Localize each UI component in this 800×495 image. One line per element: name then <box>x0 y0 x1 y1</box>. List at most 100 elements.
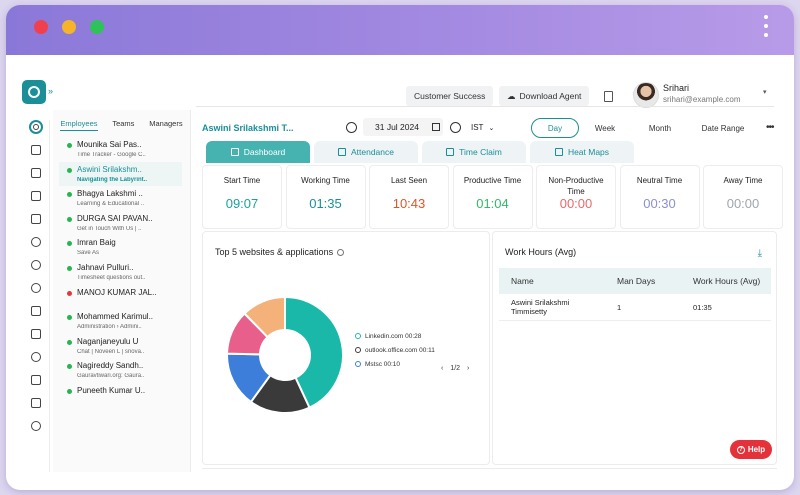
user-icon[interactable] <box>29 281 43 295</box>
status-dot <box>67 290 72 296</box>
lightbulb-icon[interactable] <box>29 235 43 249</box>
document-icon[interactable] <box>604 91 613 102</box>
range-selector: Day Week Month Date Range <box>531 118 757 138</box>
reports-icon[interactable] <box>29 143 43 157</box>
legend-item[interactable]: outlook.office.com 00:11 <box>355 343 435 357</box>
list-item[interactable]: DURGA SAI PAVAN.. Get in Touch With Us | … <box>53 211 190 236</box>
info-icon[interactable] <box>337 249 345 257</box>
employee-activity: Learning & Educational .. <box>77 201 145 208</box>
list-item[interactable]: Bhagya Lakshmi .. Learning & Educational … <box>53 186 190 211</box>
tab-heat-maps[interactable]: Heat Maps <box>530 141 634 163</box>
status-dot <box>67 339 72 345</box>
clock-icon[interactable] <box>29 350 43 364</box>
prev-page-button[interactable]: ‹ <box>441 365 444 372</box>
expand-sidebar-icon[interactable]: » <box>48 86 54 96</box>
stat-label: Productive Time <box>463 176 522 185</box>
calendar-icon[interactable] <box>29 327 43 341</box>
send-icon[interactable] <box>29 373 43 387</box>
tab-managers[interactable]: Managers <box>149 119 183 128</box>
employee-name: Imran Baig <box>77 238 116 248</box>
range-week-button[interactable]: Week <box>594 123 616 133</box>
table-row[interactable]: Aswini Srilakshmi Timmisetty 1 01:35 <box>499 294 771 321</box>
dashboard-icon[interactable] <box>28 120 43 134</box>
timezone-select[interactable]: IST ⌄ <box>471 123 494 132</box>
window-menu-icon[interactable] <box>764 15 768 42</box>
legend-dot <box>355 361 361 367</box>
next-page-button[interactable]: › <box>466 365 470 372</box>
list-item[interactable]: Puneeth Kumar U.. <box>53 383 190 408</box>
work-hours-table: Name Man Days Work Hours (Avg) Aswini Sr… <box>499 268 771 321</box>
chart-legend: Linkedin.com 00:28 outlook.office.com 00… <box>355 329 435 371</box>
briefcase-icon[interactable] <box>29 304 43 318</box>
tab-time-claim[interactable]: Time Claim <box>422 141 526 163</box>
employee-activity: Gauravtiwari.org: Gaura.. <box>77 373 145 380</box>
employee-list: Mounika Sai Pas.. Time Tracker - Google C… <box>53 137 190 408</box>
download-agent-button[interactable]: ☁ Download Agent <box>499 86 590 106</box>
avatar[interactable] <box>633 82 659 108</box>
tab-attendance[interactable]: Attendance <box>314 141 418 163</box>
help-button[interactable]: ? Help <box>730 440 772 459</box>
list-item[interactable]: MANOJ KUMAR JAL.. <box>53 285 190 310</box>
app-logo[interactable] <box>22 80 46 104</box>
stat-card: Working Time 01:35 <box>285 165 366 229</box>
chevron-down-icon[interactable]: ▾ <box>763 89 767 96</box>
legend-dot <box>355 347 361 353</box>
top-websites-title: Top 5 websites & applications <box>215 247 345 257</box>
monitor-icon[interactable] <box>29 189 43 203</box>
help-label: Help <box>747 445 766 454</box>
minimize-window-button[interactable] <box>62 20 76 34</box>
graduation-icon[interactable] <box>29 396 43 410</box>
range-date-range-button[interactable]: Date Range <box>701 123 745 133</box>
range-month-button[interactable]: Month <box>648 123 672 133</box>
main-content: Aswini Srilakshmi T... 31 Jul 2024 IST ⌄… <box>196 110 786 490</box>
status-dot <box>67 143 72 148</box>
employee-name: MANOJ KUMAR JAL.. <box>77 287 157 297</box>
pie-slice-4[interactable] <box>243 295 286 339</box>
tv-icon[interactable] <box>29 212 43 226</box>
employee-panel-tabs: Employees Teams Managers <box>53 110 190 131</box>
tab-dashboard[interactable]: Dashboard <box>206 141 310 163</box>
team-icon[interactable] <box>29 419 43 433</box>
close-window-button[interactable] <box>34 20 48 34</box>
legend-item[interactable]: Mstsc 00:10 <box>355 357 435 371</box>
list-item[interactable]: Mounika Sai Pas.. Time Tracker - Google C… <box>53 137 190 162</box>
customer-success-button[interactable]: Customer Success <box>406 86 494 106</box>
list-item[interactable]: Imran Baig Save As <box>53 235 190 260</box>
alarm-icon[interactable] <box>29 258 43 272</box>
table-header-row: Name Man Days Work Hours (Avg) <box>499 268 771 294</box>
list-item[interactable]: Jahnavi Pulluri.. Timesheet questions out… <box>53 260 190 285</box>
download-icon[interactable]: ⤓ <box>757 248 762 259</box>
stat-value: 09:07 <box>225 196 259 211</box>
tab-employees[interactable]: Employees <box>60 119 98 131</box>
pie-slice-0[interactable] <box>284 295 344 409</box>
stat-value: 10:43 <box>392 196 426 211</box>
status-dot <box>67 192 72 198</box>
list-item[interactable]: Mohammed Karimul.. Administration › Admin… <box>53 309 190 334</box>
list-item[interactable]: Nagireddy Sandh.. Gauravtiwari.org: Gaura… <box>53 358 190 383</box>
selected-employee-name: Aswini Srilakshmi T... <box>202 123 294 133</box>
employee-activity: Time Tracker - Google C.. <box>77 152 146 158</box>
calendar-icon[interactable] <box>432 123 440 131</box>
employee-name: Puneeth Kumar U.. <box>77 385 146 395</box>
employee-name: Aswini Srilakshm.. <box>77 164 142 174</box>
calendar-check-icon <box>446 148 455 156</box>
tab-teams[interactable]: Teams <box>112 119 135 128</box>
more-options-icon[interactable]: ••• <box>766 122 774 133</box>
list-item[interactable]: Naganjaneyulu U Chat | Noveen L | snova.. <box>53 334 190 359</box>
stat-card: Productive Time 01:04 <box>452 165 533 229</box>
list-item[interactable]: Aswini Srilakshm.. Navigating the Labyrin… <box>59 161 182 187</box>
date-picker[interactable]: 31 Jul 2024 <box>363 118 443 136</box>
ticket-icon[interactable] <box>29 166 43 180</box>
maximize-window-button[interactable] <box>90 20 104 34</box>
employee-panel: Employees Teams Managers Mounika Sai Pas… <box>53 110 191 472</box>
cloud-download-icon: ☁ <box>507 90 516 101</box>
legend-item[interactable]: Linkedin.com 00:28 <box>355 329 435 343</box>
stat-value: 00:00 <box>726 196 760 211</box>
chevron-down-icon: ⌄ <box>488 125 495 132</box>
app-header: » Customer Success ☁ Download Agent Srih… <box>6 55 794 113</box>
employee-name: Nagireddy Sandh.. <box>77 361 144 371</box>
employee-name: Jahnavi Pulluri.. <box>77 262 134 272</box>
stat-label: Away Time <box>723 176 763 185</box>
range-day-button[interactable]: Day <box>531 118 579 138</box>
employee-name: Bhagya Lakshmi .. <box>77 189 143 199</box>
